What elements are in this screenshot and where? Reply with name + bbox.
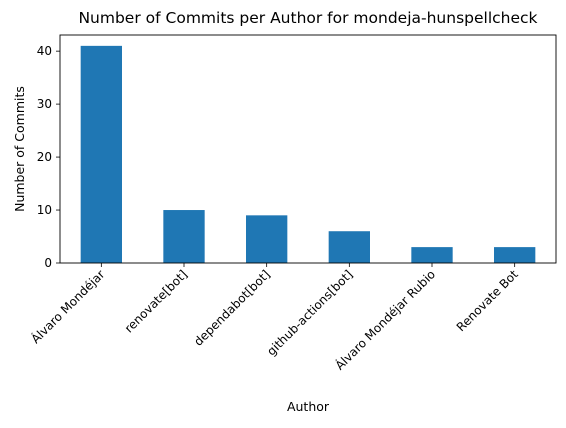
chart-title: Number of Commits per Author for mondeja… (78, 9, 537, 27)
y-axis-label: Number of Commits (12, 86, 27, 212)
y-tick-label: 10 (37, 203, 52, 217)
y-tick-label: 20 (37, 150, 52, 164)
bar-renovate-bot (163, 210, 205, 263)
y-tick-label: 0 (44, 256, 52, 270)
y-tick-label: 40 (37, 44, 52, 58)
bar-alvaro-mondejar (80, 45, 122, 263)
plot-frame (59, 34, 557, 264)
y-tick-label: 30 (37, 97, 52, 111)
x-tick-label: Renovate Bot (454, 267, 521, 334)
y-axis-ticks: 0 10 20 30 40 (37, 44, 60, 270)
bar-renovate-bot (494, 247, 536, 263)
bar-dependabot-bot (246, 215, 288, 263)
x-axis-ticks: Álvaro Mondéjar renovate[bot] dependabot[b… (28, 263, 521, 373)
bar-alvaro-mondejar-rubio (411, 247, 453, 263)
bar-github-actions-bot (328, 231, 370, 263)
x-tick-label: renovate[bot] (122, 267, 190, 335)
x-tick-label: github-actions[bot] (264, 267, 355, 358)
x-tick-label: dependabot[bot] (191, 267, 273, 349)
bars-group (80, 45, 536, 263)
x-axis-label: Author (287, 399, 330, 414)
x-tick-label: Álvaro Mondéjar (28, 266, 108, 346)
